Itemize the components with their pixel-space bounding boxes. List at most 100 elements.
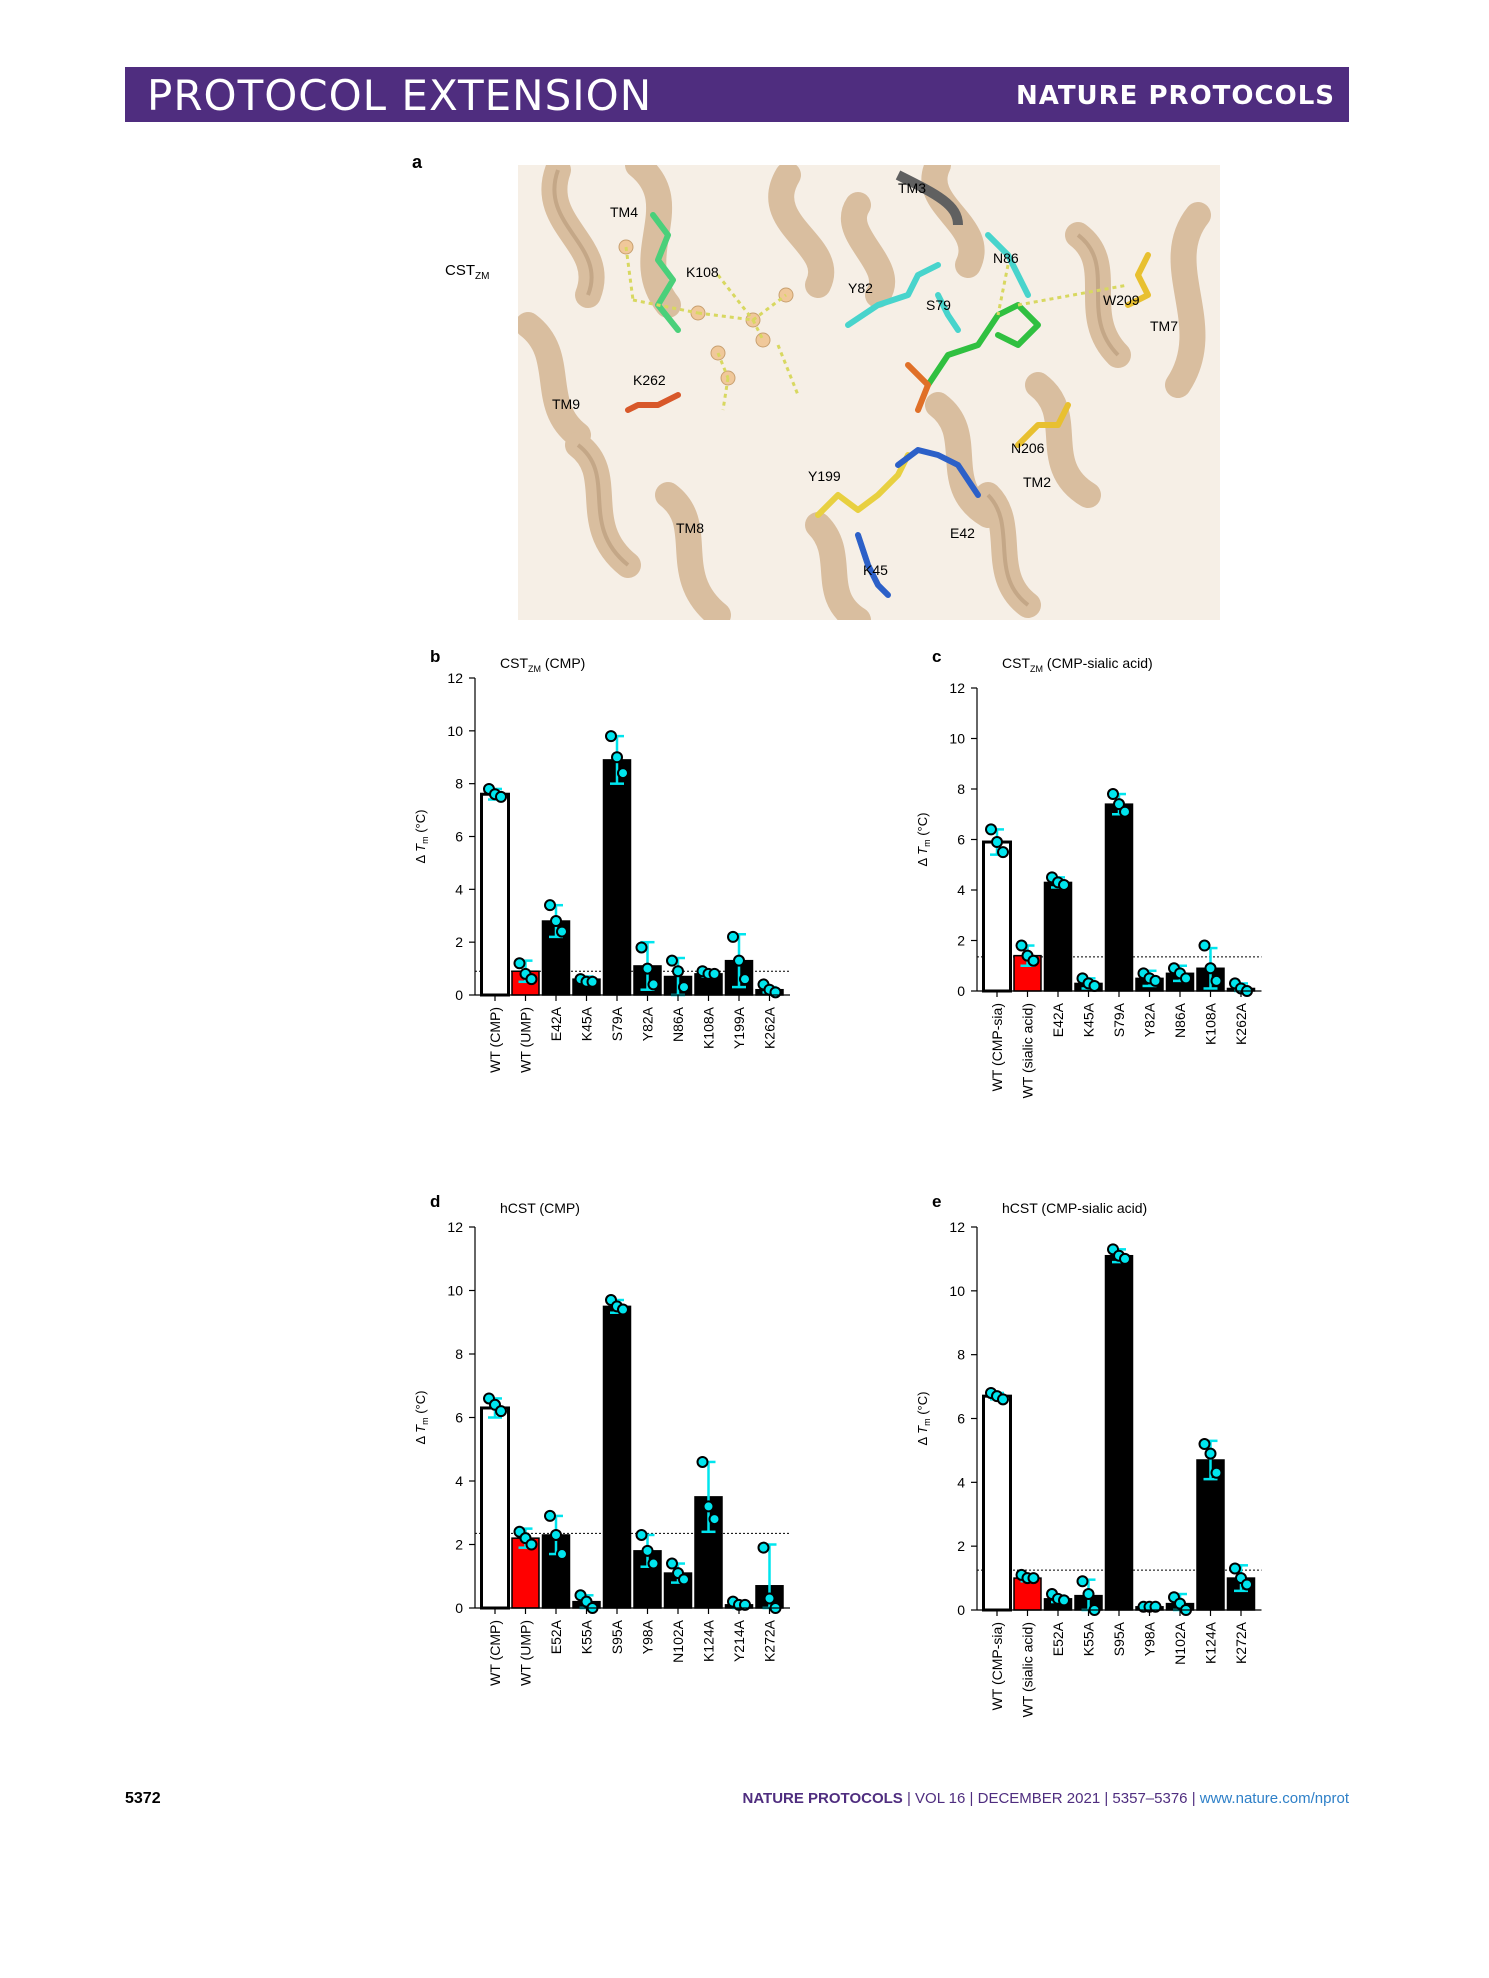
y-tick-label: 4 [957, 1474, 965, 1490]
y-tick-label: 0 [455, 1600, 463, 1616]
data-point [1198, 939, 1211, 952]
y-axis-label: Δ Tm (°C) [413, 810, 430, 864]
y-tick-label: 8 [455, 776, 463, 792]
label-y199: Y199 [808, 468, 841, 484]
y-tick-label: 0 [455, 987, 463, 1003]
y-tick-label: 4 [455, 1473, 463, 1489]
label-tm4: TM4 [610, 204, 638, 220]
panel-letter-a: a [412, 152, 423, 172]
x-tick-label: N86A [670, 1006, 686, 1042]
x-tick-label: WT (CMP) [487, 1007, 503, 1073]
x-tick-label: Y82A [1142, 1002, 1158, 1037]
panel-letter-d: d [430, 1195, 440, 1211]
y-tick-label: 4 [455, 881, 463, 897]
label-tm2: TM2 [1023, 474, 1051, 490]
x-tick-label: K272A [1233, 1621, 1249, 1664]
data-point [1149, 974, 1162, 987]
data-point [666, 1557, 678, 1570]
x-tick-label: K55A [579, 1619, 595, 1654]
y-axis-label: Δ Tm (°C) [413, 1391, 430, 1445]
x-tick-label: WT (sialic acid) [1020, 1622, 1036, 1717]
x-tick-label: N86A [1172, 1002, 1188, 1038]
footer-date: DECEMBER 2021 [977, 1790, 1101, 1807]
data-point [1015, 939, 1028, 952]
data-point [495, 790, 507, 803]
section-label: PROTOCOL EXTENSION [147, 71, 653, 120]
data-point [1204, 962, 1217, 975]
x-tick-label: Y214A [731, 1619, 747, 1662]
y-tick-label: 2 [455, 934, 463, 950]
bar-1 [982, 1394, 1012, 1612]
x-tick-label: Y199A [731, 1006, 747, 1049]
data-point [611, 751, 623, 764]
label-tm3: TM3 [898, 180, 926, 196]
x-tick-label: WT (sialic acid) [1020, 1003, 1036, 1098]
y-tick-label: 2 [957, 933, 965, 949]
data-point [635, 941, 648, 954]
data-point [495, 1405, 507, 1418]
label-k262: K262 [633, 372, 666, 388]
y-tick-label: 8 [957, 1347, 965, 1363]
y-tick-label: 4 [957, 882, 965, 898]
x-tick-label: WT (UMP) [518, 1007, 534, 1073]
panel-letter-e: e [932, 1195, 941, 1211]
y-tick-label: 12 [949, 680, 965, 696]
y-tick-label: 6 [455, 829, 463, 845]
label-n86: N86 [993, 250, 1019, 266]
bar-5 [602, 759, 632, 996]
data-point [1210, 1466, 1223, 1479]
footer-url-link[interactable]: www.nature.com/nprot [1199, 1790, 1349, 1807]
chart-panel-e: e hCST (CMP-sialic acid) 0 2 4 6 8 10 12 Δ Tm (°C… [915, 1195, 1262, 1717]
data-point [550, 915, 562, 928]
data-point [678, 981, 690, 994]
data-point [997, 1393, 1009, 1406]
data-point [672, 965, 684, 978]
data-point [1229, 1562, 1241, 1575]
label-e42: E42 [950, 525, 975, 541]
data-point [641, 962, 654, 975]
y-tick-label: 10 [949, 1283, 965, 1299]
x-tick-label: Y98A [640, 1619, 656, 1654]
data-point [647, 1557, 660, 1570]
footer-pages: 5357–5376 [1112, 1790, 1188, 1807]
data-point [1119, 1252, 1131, 1265]
x-tick-label: E52A [1050, 1621, 1066, 1656]
y-tick-label: 6 [455, 1410, 463, 1426]
label-y82: Y82 [848, 280, 873, 296]
label-tm7: TM7 [1150, 318, 1178, 334]
data-point [513, 957, 526, 970]
data-point [1198, 1438, 1211, 1451]
data-point [1027, 1572, 1040, 1585]
y-tick-label: 12 [447, 1219, 463, 1235]
data-point [696, 1455, 709, 1468]
x-tick-label: S95A [1111, 1621, 1127, 1656]
y-tick-label: 8 [957, 781, 965, 797]
bar-1 [480, 1406, 510, 1610]
x-tick-label: E52A [548, 1619, 564, 1654]
chart-title: hCST (CMP) [500, 1200, 580, 1216]
journal-header-bar: PROTOCOL EXTENSION NATURE PROTOCOLS [125, 67, 1349, 122]
x-tick-label: WT (CMP) [487, 1620, 503, 1686]
data-point [666, 954, 678, 967]
x-tick-label: WT (UMP) [518, 1620, 534, 1686]
bar-5 [1104, 803, 1134, 992]
panel-letter-b: b [430, 650, 440, 666]
y-tick-label: 6 [957, 1411, 965, 1427]
data-point [727, 930, 739, 943]
data-point [556, 1548, 568, 1561]
data-point [1113, 798, 1125, 811]
y-tick-label: 6 [957, 832, 965, 848]
data-point [733, 954, 745, 967]
bar-1 [982, 840, 1012, 993]
data-point [550, 1528, 562, 1541]
data-point [544, 1509, 556, 1522]
data-point [544, 899, 556, 912]
data-point [708, 1513, 721, 1526]
x-tick-label: K124A [1203, 1621, 1219, 1664]
x-tick-label: Y82A [640, 1006, 656, 1041]
x-tick-label: K45A [1081, 1002, 1097, 1037]
data-point [647, 978, 660, 991]
data-point [985, 823, 997, 836]
data-point [1180, 972, 1192, 985]
data-point [1082, 1588, 1095, 1601]
